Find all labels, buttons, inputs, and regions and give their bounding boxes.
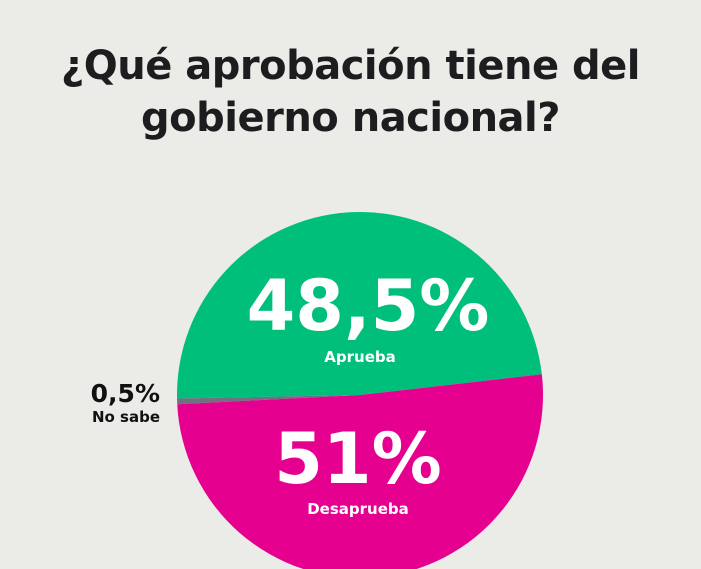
slice-label-no-sabe: No sabe	[92, 408, 160, 426]
slice-value-no-sabe: 0,5%	[91, 379, 160, 408]
slice-label-aprueba: Aprueba	[324, 348, 395, 366]
slice-label-desaprueba: Desaprueba	[307, 500, 409, 518]
pie-slice-desaprueba	[177, 374, 543, 569]
pie-slice-no-sabe	[177, 395, 360, 405]
slice-value-aprueba: 48,5%	[247, 265, 490, 347]
chart-title: ¿Qué aprobación tiene del gobierno nacion…	[61, 43, 640, 141]
slice-value-desaprueba: 51%	[274, 418, 442, 500]
pie-slice-aprueba	[176, 211, 542, 399]
